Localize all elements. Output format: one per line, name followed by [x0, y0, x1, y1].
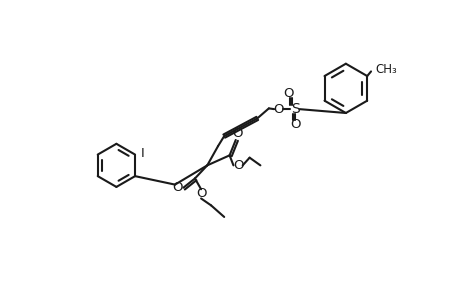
Text: O: O — [231, 127, 242, 140]
Text: CH₃: CH₃ — [374, 63, 396, 76]
Text: S: S — [290, 102, 299, 116]
Text: O: O — [232, 159, 243, 172]
Text: O: O — [172, 181, 182, 194]
Text: O: O — [289, 118, 300, 131]
Text: I: I — [140, 147, 144, 160]
Text: O: O — [196, 187, 206, 200]
Text: O: O — [273, 103, 284, 116]
Text: O: O — [282, 87, 293, 100]
